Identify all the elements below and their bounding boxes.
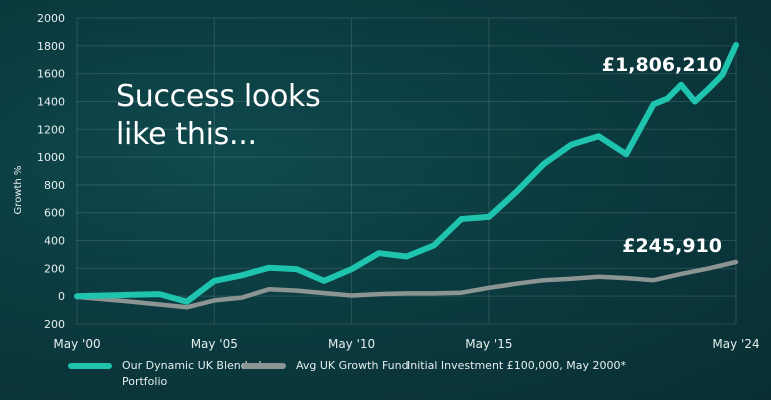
headline-line-2: like this... xyxy=(116,117,257,152)
end-label-portfolio: £1,806,210 xyxy=(602,54,722,76)
x-tick-label: May '15 xyxy=(465,337,512,351)
headline: Success looks like this... xyxy=(116,78,321,154)
x-tick-label: May '05 xyxy=(191,337,238,351)
y-tick-label: 1000 xyxy=(37,151,65,164)
chart-legend: Our Dynamic UK Blended Portfolio Avg UK … xyxy=(0,358,771,398)
series-line-avg-fund xyxy=(74,259,739,310)
y-tick-label: 1600 xyxy=(37,68,65,81)
gridlines xyxy=(76,17,737,325)
y-tick-label: 200 xyxy=(44,318,65,331)
y-tick-label: 1800 xyxy=(37,40,65,53)
y-tick-label: 2000 xyxy=(37,12,65,25)
legend-swatch-portfolio xyxy=(68,363,112,369)
y-tick-label: 400 xyxy=(44,235,65,248)
y-tick-label: 600 xyxy=(44,207,65,220)
series-line-portfolio xyxy=(74,42,739,305)
legend-item-portfolio: Our Dynamic UK Blended Portfolio xyxy=(68,358,262,390)
y-axis-label: Growth % xyxy=(13,166,24,215)
y-tick-label: 1400 xyxy=(37,95,65,108)
initial-investment-note: Initial Investment £100,000, May 2000* xyxy=(407,359,626,372)
legend-label-avg-fund: Avg UK Growth Fund xyxy=(296,359,409,372)
x-tick-label: May '10 xyxy=(328,337,375,351)
end-label-avg-fund: £245,910 xyxy=(622,235,722,257)
y-tick-label: 200 xyxy=(44,262,65,275)
headline-line-1: Success looks xyxy=(116,79,321,114)
x-tick-label: May '00 xyxy=(53,337,100,351)
legend-label-portfolio: Our Dynamic UK Blended Portfolio xyxy=(122,359,262,388)
legend-swatch-avg-fund xyxy=(242,363,286,369)
x-tick-labels: May '00 May '05 May '10 May '15 May '24 xyxy=(53,337,759,351)
end-value-labels: £245,910 £1,806,210 xyxy=(602,54,722,257)
series-lines xyxy=(74,42,739,310)
y-tick-label: 0 xyxy=(58,290,65,303)
x-tick-label: May '24 xyxy=(712,337,759,351)
legend-item-avg-fund: Avg UK Growth Fund xyxy=(242,358,409,374)
y-tick-label: 1200 xyxy=(37,123,65,136)
y-tick-label: 800 xyxy=(44,179,65,192)
